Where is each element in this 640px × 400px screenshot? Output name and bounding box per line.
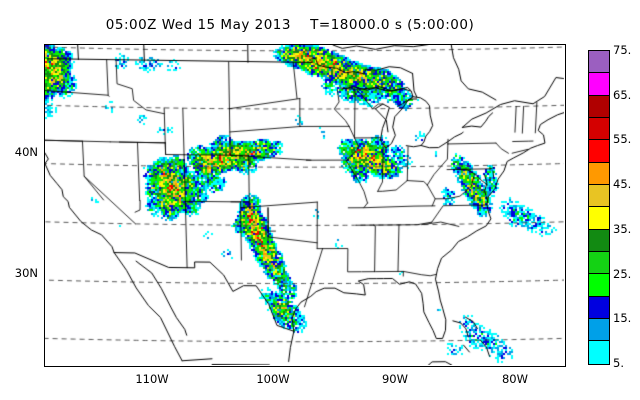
colorbar-tick-5: 5. <box>613 356 624 370</box>
colorbar-tick-65: 65. <box>613 87 632 102</box>
colorbar-segment-50-55 <box>589 140 609 163</box>
lon-tick-100w: 100W <box>256 372 290 386</box>
lon-tick-90w: 90W <box>381 372 409 386</box>
lat-tick-30: 30N <box>14 266 38 280</box>
colorbar-segment-25-30 <box>589 252 609 275</box>
lon-tick-80w: 80W <box>501 372 529 386</box>
radar-map-canvas <box>45 45 564 365</box>
colorbar-segment-20-25 <box>589 274 609 297</box>
colorbar-segment-30-35 <box>589 229 609 253</box>
colorbar-tick-75: 75. <box>613 43 632 57</box>
figure-title: 05:00Z Wed 15 May 2013 T=18000.0 s (5:00… <box>105 17 475 33</box>
colorbar-segment-55-60 <box>589 118 609 141</box>
map-plot-area <box>44 44 566 367</box>
colorbar-segment-60-65 <box>589 95 609 119</box>
colorbar-segment-45-50 <box>589 162 609 186</box>
colorbar-segment-10-15 <box>589 319 609 342</box>
colorbar-tick-35: 35. <box>613 221 632 236</box>
colorbar-segment-5-10 <box>589 341 609 364</box>
lon-tick-110w: 110W <box>135 372 169 386</box>
colorbar-segment-35-40 <box>589 207 609 230</box>
colorbar-tick-45: 45. <box>613 177 632 192</box>
reflectivity-colorbar <box>588 50 610 365</box>
colorbar-segment-70-75 <box>589 51 609 74</box>
colorbar-tick-25: 25. <box>613 266 632 281</box>
lat-tick-40: 40N <box>14 145 38 159</box>
colorbar-segment-40-45 <box>589 185 609 208</box>
colorbar-tick-55: 55. <box>613 132 632 147</box>
colorbar-segment-15-20 <box>589 296 609 320</box>
colorbar-tick-15: 15. <box>613 311 632 326</box>
colorbar-segment-65-70 <box>589 73 609 96</box>
latitude-axis-labels: 40N 30N <box>0 0 44 400</box>
